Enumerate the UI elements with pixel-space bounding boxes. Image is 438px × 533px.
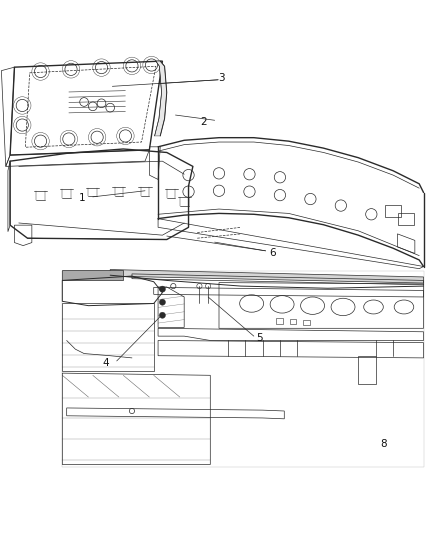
Text: 3: 3 [218, 73, 225, 83]
Text: 1: 1 [78, 193, 85, 203]
Text: 5: 5 [256, 333, 262, 343]
Text: 4: 4 [102, 358, 109, 368]
Bar [303, 320, 310, 325]
Bar [276, 318, 283, 324]
Circle shape [159, 299, 166, 305]
Polygon shape [110, 270, 424, 283]
Polygon shape [155, 61, 167, 136]
Polygon shape [62, 270, 123, 280]
Circle shape [159, 286, 166, 292]
Circle shape [159, 312, 166, 318]
Bar [385, 205, 401, 217]
Text: 8: 8 [380, 439, 387, 449]
Text: 6: 6 [269, 247, 276, 257]
Bar [290, 319, 297, 325]
Bar [398, 213, 414, 225]
Text: 2: 2 [201, 117, 207, 126]
